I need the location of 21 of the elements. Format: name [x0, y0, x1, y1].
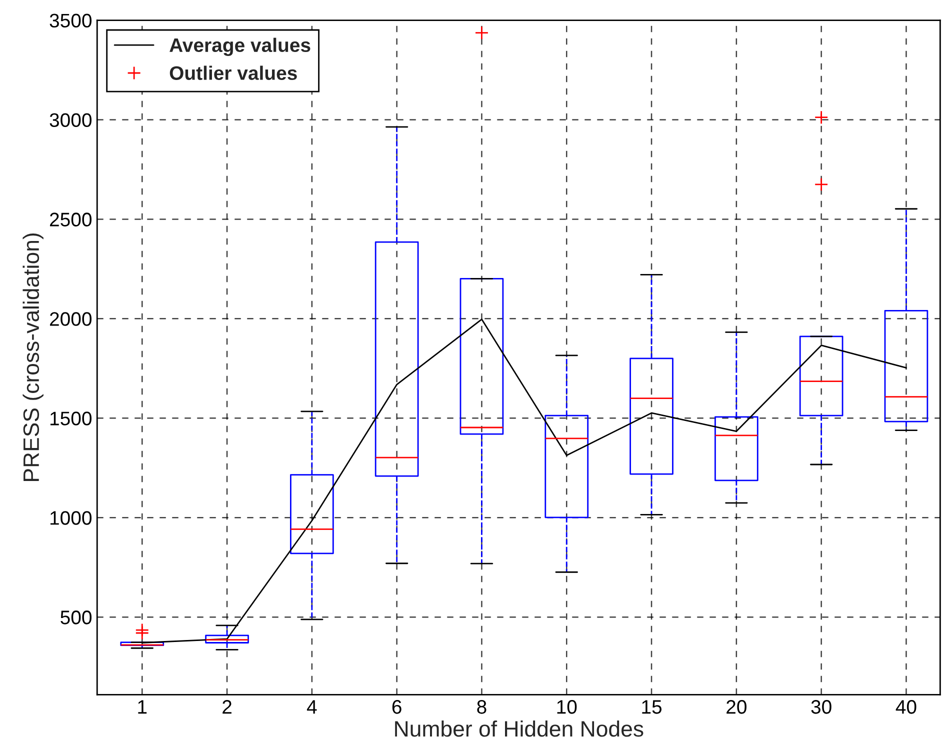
x-tick-label: 1 — [138, 700, 147, 714]
x-tick-label: 30 — [811, 700, 832, 714]
y-tick-label: 3000 — [50, 113, 92, 127]
x-tick-label: 40 — [896, 700, 916, 714]
y-tick-label: 2500 — [50, 212, 92, 226]
legend-label: Average values — [170, 38, 310, 56]
y-tick-label: 500 — [60, 610, 92, 624]
x-axis-title: Number of Hidden Nodes — [395, 720, 644, 737]
x-tick-label: 2 — [222, 700, 232, 714]
y-tick-label: 2000 — [50, 312, 92, 326]
x-tick-label: 8 — [477, 700, 486, 714]
x-tick-label: 4 — [306, 700, 317, 714]
legend-label: Outlier values — [170, 66, 297, 80]
y-axis-title: PRESS (cross-validation) — [22, 234, 44, 481]
y-tick-label: 3500 — [50, 14, 92, 28]
x-tick-label: 20 — [726, 700, 746, 714]
y-tick-label: 1000 — [50, 511, 92, 525]
y-tick-label: 1500 — [50, 412, 92, 426]
x-tick-label: 6 — [392, 700, 402, 714]
x-tick-label: 15 — [642, 700, 662, 714]
x-tick-label: 10 — [557, 700, 577, 714]
